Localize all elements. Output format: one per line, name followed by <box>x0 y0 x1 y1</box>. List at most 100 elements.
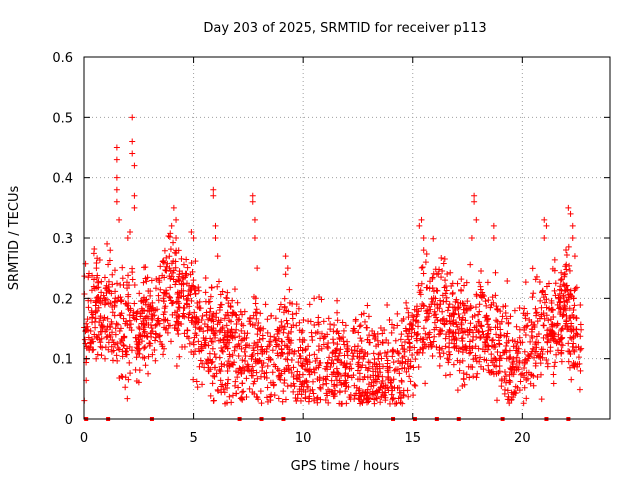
data-point <box>561 271 568 278</box>
data-point <box>526 316 533 323</box>
data-point <box>327 326 334 333</box>
data-point <box>104 287 111 294</box>
data-point <box>416 222 423 229</box>
data-point <box>334 356 341 363</box>
data-point <box>96 256 103 263</box>
data-point <box>503 379 510 386</box>
data-point <box>207 293 214 300</box>
data-point <box>229 352 236 359</box>
data-point <box>496 362 503 369</box>
data-point <box>384 301 391 308</box>
data-point <box>504 330 511 337</box>
data-point <box>190 277 197 284</box>
data-point <box>113 352 120 359</box>
data-point <box>460 376 467 383</box>
data-point <box>466 374 473 381</box>
data-point <box>82 260 89 267</box>
data-point <box>419 349 426 356</box>
data-point <box>444 307 451 314</box>
data-point <box>98 335 105 342</box>
data-point <box>118 373 125 380</box>
data-point <box>154 306 161 313</box>
data-point <box>328 360 335 367</box>
data-point <box>422 330 429 337</box>
data-point <box>320 381 327 388</box>
data-point <box>447 371 454 378</box>
data-point <box>436 305 443 312</box>
data-point <box>552 359 559 366</box>
data-point <box>452 298 459 305</box>
data-point <box>527 350 534 357</box>
data-point <box>156 279 163 286</box>
data-point <box>389 396 396 403</box>
data-point <box>208 359 215 366</box>
data-point <box>527 380 534 387</box>
data-point <box>565 340 572 347</box>
data-point <box>168 338 175 345</box>
data-point <box>324 373 331 380</box>
data-point <box>563 251 570 258</box>
data-point <box>111 302 118 309</box>
data-point <box>295 359 302 366</box>
data-point <box>104 323 111 330</box>
data-point <box>254 394 261 401</box>
data-point <box>230 361 237 368</box>
data-point <box>428 341 435 348</box>
data-point <box>299 347 306 354</box>
data-point <box>381 326 388 333</box>
data-point <box>446 301 453 308</box>
data-point <box>543 356 550 363</box>
data-point <box>241 368 248 375</box>
data-point <box>101 274 108 281</box>
data-point <box>577 367 584 374</box>
data-point <box>565 204 572 211</box>
data-point <box>463 371 470 378</box>
data-point <box>237 365 244 372</box>
data-point <box>125 272 132 279</box>
data-point <box>223 343 230 350</box>
data-point <box>569 343 576 350</box>
data-point <box>455 348 462 355</box>
data-point <box>180 287 187 294</box>
data-point <box>264 329 271 336</box>
data-point <box>522 359 529 366</box>
data-point <box>242 353 249 360</box>
data-point <box>476 318 483 325</box>
data-point <box>543 222 550 229</box>
data-point <box>231 382 238 389</box>
data-point <box>88 309 95 316</box>
data-point <box>464 298 471 305</box>
data-point <box>420 247 427 254</box>
data-point <box>342 388 349 395</box>
data-point <box>238 369 245 376</box>
data-point <box>456 367 463 374</box>
data-point <box>264 363 271 370</box>
data-point <box>374 395 381 402</box>
data-point <box>566 315 573 322</box>
data-point <box>291 383 298 390</box>
data-point <box>340 327 347 334</box>
data-point <box>305 367 312 374</box>
data-point <box>397 399 404 406</box>
data-point <box>487 369 494 376</box>
data-point <box>400 316 407 323</box>
data-point <box>558 287 565 294</box>
data-point <box>567 210 574 217</box>
data-point <box>484 279 491 286</box>
data-point <box>546 305 553 312</box>
data-point <box>120 342 127 349</box>
data-point <box>299 338 306 345</box>
data-point <box>567 351 574 358</box>
data-point <box>281 342 288 349</box>
data-point <box>321 333 328 340</box>
data-point <box>503 315 510 322</box>
data-point <box>399 365 406 372</box>
data-point <box>168 260 175 267</box>
data-point <box>117 294 124 301</box>
data-point <box>556 304 563 311</box>
data-point <box>136 290 143 297</box>
data-point <box>257 310 264 317</box>
data-point <box>377 384 384 391</box>
data-point <box>445 304 452 311</box>
